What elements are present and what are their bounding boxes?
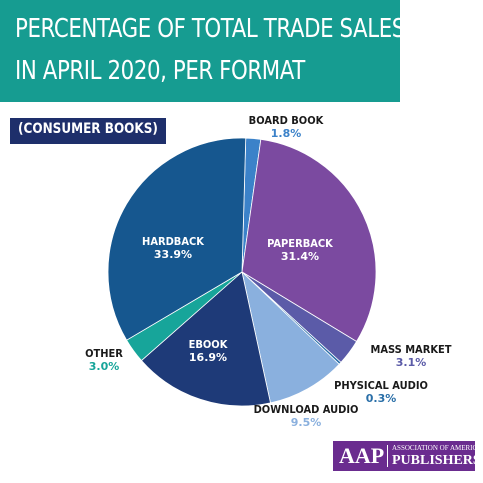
slice-value-hardback: 33.9%	[154, 248, 192, 261]
slice-value-other: 3.0%	[89, 360, 120, 373]
logo-line-2: PUBLISHERS	[392, 453, 481, 468]
pie-slice-ebook	[140, 271, 271, 407]
aap-logo: AAP ASSOCIATION OF AMERICAN PUBLISHERS	[333, 441, 483, 471]
logo-mark: AAP	[339, 443, 385, 468]
pie-slice-hardback	[107, 137, 247, 341]
slice-value-mass-market: 3.1%	[396, 356, 427, 369]
slice-value-paperback: 31.4%	[281, 250, 319, 263]
chart-title-line-1: PERCENTAGE OF TOTAL TRADE SALES	[15, 14, 405, 44]
slice-value-board-book: 1.8%	[271, 127, 302, 140]
chart-subtitle: (CONSUMER BOOKS)	[18, 121, 158, 137]
subtitle-banner: (CONSUMER BOOKS)	[10, 118, 166, 144]
slice-label-download-audio: DOWNLOAD AUDIO	[254, 403, 359, 416]
pie-slice-download-audio	[241, 270, 340, 404]
slice-label-other: OTHER	[85, 347, 123, 360]
pie-slice-paperback	[241, 138, 377, 343]
slice-label-paperback: PAPERBACK	[267, 237, 333, 250]
slice-value-ebook: 16.9%	[189, 351, 227, 364]
logo-line-1: ASSOCIATION OF AMERICAN	[392, 444, 483, 452]
slice-value-download-audio: 9.5%	[291, 416, 322, 429]
slice-label-mass-market: MASS MARKET	[370, 343, 451, 356]
logo-divider	[387, 445, 388, 467]
slice-value-physical-audio: 0.3%	[366, 392, 397, 405]
title-banner: PERCENTAGE OF TOTAL TRADE SALES IN APRIL…	[0, 0, 405, 102]
slice-label-physical-audio: PHYSICAL AUDIO	[334, 379, 428, 392]
chart-title-line-2: IN APRIL 2020, PER FORMAT	[15, 56, 305, 86]
slice-label-board-book: BOARD BOOK	[249, 114, 324, 127]
slice-label-hardback: HARDBACK	[142, 235, 204, 248]
slice-label-ebook: EBOOK	[189, 338, 228, 351]
